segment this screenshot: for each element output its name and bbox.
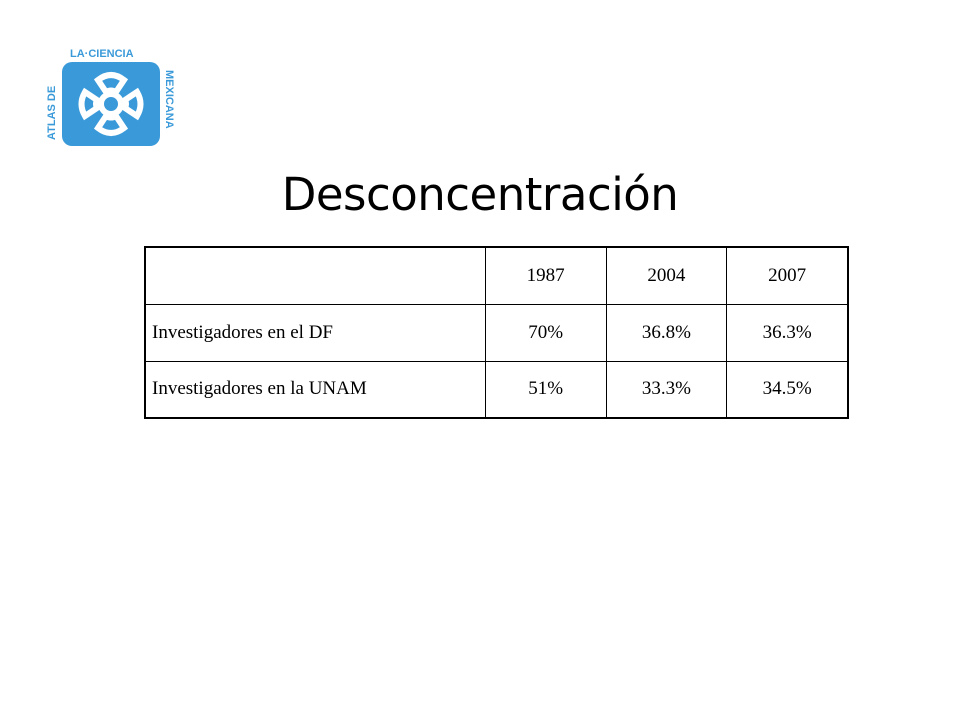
header-cell: 2007	[726, 246, 849, 305]
cell: 36.8%	[605, 303, 728, 362]
header-cell: 1987	[484, 246, 607, 305]
logo-emblem	[78, 72, 144, 136]
logo-text: MEXICANA	[163, 70, 175, 129]
row-label: Investigadores en el DF	[144, 303, 486, 362]
table-row: Investigadores en la UNAM 51% 33.3% 34.5%	[144, 360, 849, 419]
logo-text: ATLAS DE	[46, 86, 58, 140]
cell: 36.3%	[726, 303, 849, 362]
cell: 70%	[484, 303, 607, 362]
table-row: Investigadores en el DF 70% 36.8% 36.3%	[144, 303, 849, 362]
slide-title: Desconcentración	[281, 168, 679, 221]
row-label: Investigadores en la UNAM	[144, 360, 486, 419]
cell: 34.5%	[726, 360, 849, 419]
header-row: 1987 2004 2007	[144, 246, 849, 305]
cell: 33.3%	[605, 360, 728, 419]
logo-badge	[62, 62, 160, 146]
logo: ATLAS DE LA·CIENCIA MEXICANA	[46, 48, 175, 146]
cell: 51%	[484, 360, 607, 419]
corner-cell	[144, 246, 486, 305]
header-cell: 2004	[605, 246, 728, 305]
data-table: 1987 2004 2007 Investigadores en el DF 70% 36…	[144, 246, 849, 419]
logo-text: LA·CIENCIA	[70, 48, 134, 60]
